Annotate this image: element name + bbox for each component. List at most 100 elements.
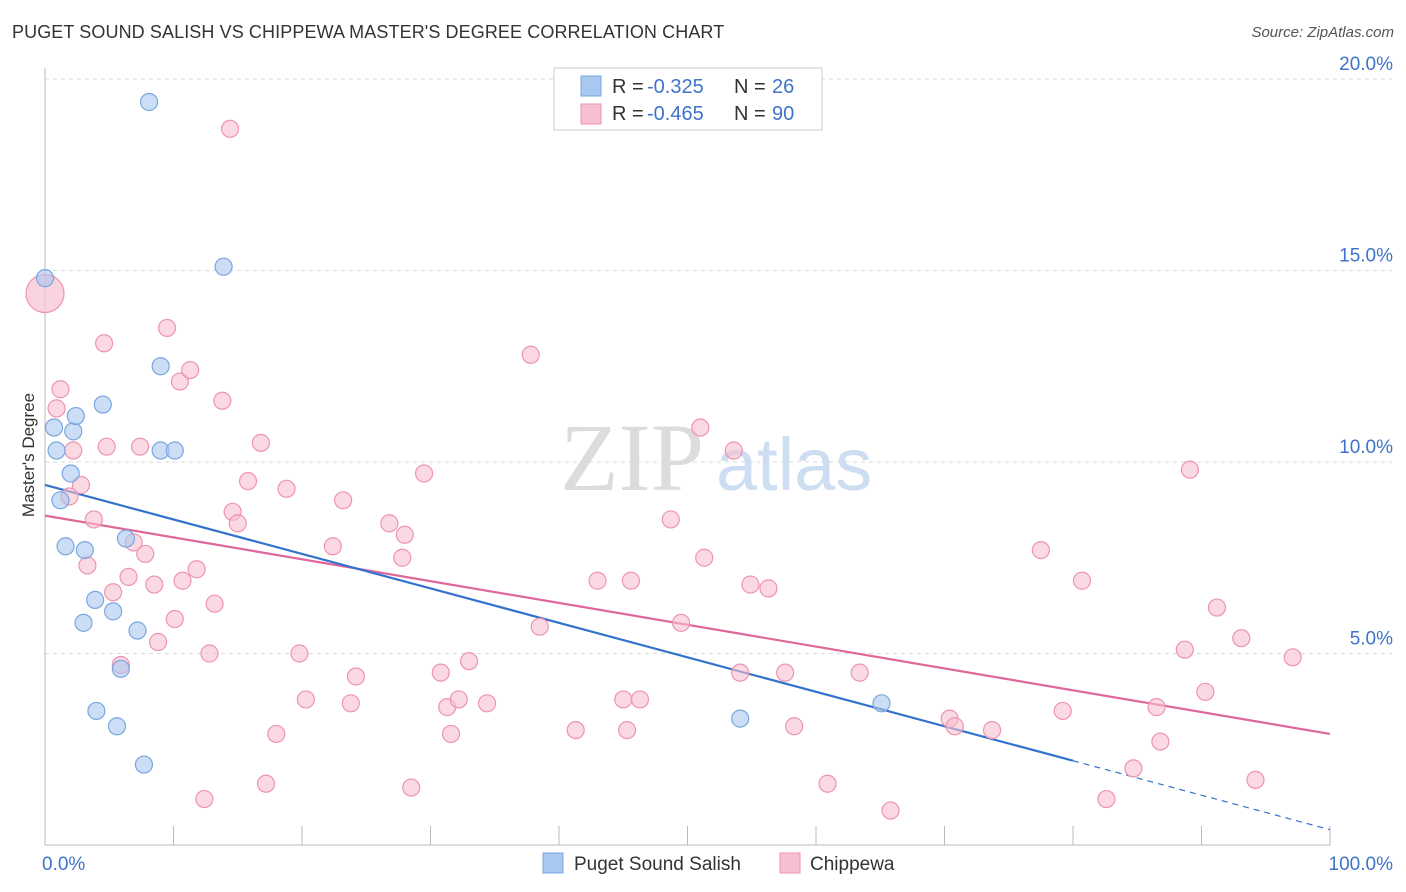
legend-n-value-2: 90 (772, 103, 794, 125)
legend-swatch-puget (580, 75, 602, 97)
point-chippewa (228, 514, 247, 533)
point-chippewa (459, 652, 479, 671)
legend-n-label-2: N = (734, 103, 766, 125)
point-chippewa (621, 571, 641, 590)
point-chippewa (346, 667, 366, 686)
axes (44, 68, 1331, 846)
point-chippewa (1031, 540, 1050, 560)
point-chippewa (588, 571, 607, 590)
point-chippewa (97, 437, 116, 456)
watermark: ZIP atlas (560, 404, 872, 511)
point-chippewa (323, 537, 342, 556)
point-chippewa (200, 644, 219, 663)
point-chippewa (1246, 770, 1265, 789)
legend-r-value-2: -0.465 (647, 103, 704, 125)
point-puget-sound-salish (165, 441, 184, 460)
point-puget-sound-salish (35, 269, 55, 288)
point-chippewa (630, 690, 650, 709)
point-chippewa (71, 475, 91, 495)
bottom-legend-swatch-puget (542, 852, 564, 874)
point-chippewa (104, 583, 123, 602)
point-chippewa (170, 372, 190, 391)
point-puget-sound-salish (872, 694, 891, 713)
point-chippewa (1283, 648, 1302, 667)
point-chippewa (267, 724, 286, 744)
point-chippewa (290, 644, 309, 663)
point-puget-sound-salish (128, 621, 147, 640)
legend: R = -0.325 N = 26 R = -0.465 N = 90 (553, 67, 823, 131)
x-tick-label-max: 100.0% (1329, 854, 1394, 875)
point-chippewa (1196, 682, 1215, 701)
point-chippewa (695, 548, 714, 567)
point-chippewa (187, 560, 206, 579)
point-chippewa (136, 544, 155, 564)
point-chippewa (380, 514, 399, 533)
point-puget-sound-salish (151, 357, 170, 376)
bottom-legend-swatch-chippewa (779, 852, 801, 874)
point-chippewa (530, 617, 549, 636)
point-chippewa (402, 778, 421, 797)
y-tick-label: 10.0% (1339, 437, 1393, 458)
trend-line-puget-sound-salish-extension (1072, 760, 1331, 831)
point-chippewa (334, 491, 353, 510)
legend-n-value-1: 26 (772, 76, 794, 98)
point-chippewa (741, 575, 760, 594)
point-chippewa (785, 717, 804, 736)
point-chippewa (1151, 732, 1170, 751)
watermark-zip: ZIP (560, 404, 704, 511)
y-axis-label: Master's Degree (19, 393, 38, 517)
point-chippewa (51, 380, 70, 399)
point-puget-sound-salish (134, 755, 154, 774)
point-chippewa (566, 720, 585, 740)
y-tick-label: 15.0% (1339, 246, 1393, 267)
point-chippewa (195, 789, 214, 809)
point-puget-sound-salish (64, 422, 83, 441)
bottom-legend-label-puget: Puget Sound Salish (574, 854, 741, 875)
trend-line-puget-sound-salish (44, 483, 1074, 762)
point-puget-sound-salish (116, 529, 136, 548)
trend-lines (44, 483, 1331, 831)
watermark-atlas: atlas (716, 423, 872, 506)
point-chippewa (130, 437, 150, 456)
point-chippewa (431, 663, 450, 682)
point-chippewa (1180, 460, 1200, 479)
legend-r-label-2: R = (612, 103, 644, 125)
point-puget-sound-salish (86, 590, 105, 609)
point-puget-sound-salish (47, 441, 66, 460)
point-chippewa (157, 318, 177, 338)
point-puget-sound-salish (111, 659, 130, 678)
chart-title: PUGET SOUND SALISH VS CHIPPEWA MASTER'S … (12, 22, 725, 42)
point-puget-sound-salish (93, 395, 112, 414)
point-puget-sound-salish (214, 257, 233, 276)
point-chippewa (850, 663, 869, 682)
point-chippewa (205, 594, 224, 613)
point-chippewa (256, 774, 276, 793)
point-chippewa (165, 609, 184, 629)
point-chippewa (64, 441, 83, 460)
point-chippewa (521, 345, 540, 364)
point-chippewa (119, 567, 138, 587)
point-chippewa (441, 724, 461, 744)
point-chippewa (776, 663, 795, 682)
point-chippewa (724, 441, 743, 460)
point-chippewa (691, 418, 710, 437)
point-chippewa (220, 119, 240, 138)
point-chippewa (395, 525, 414, 544)
x-tick-label-min: 0.0% (42, 854, 85, 875)
point-puget-sound-salish (44, 418, 64, 437)
point-puget-sound-salish (87, 701, 106, 721)
point-chippewa (148, 632, 168, 652)
point-chippewa (982, 720, 1002, 740)
point-chippewa (1124, 759, 1143, 778)
point-chippewa (277, 479, 296, 498)
point-chippewa (881, 801, 900, 820)
point-puget-sound-salish (731, 709, 750, 728)
data-points (25, 92, 1302, 820)
point-chippewa (614, 690, 633, 709)
point-chippewa (759, 579, 778, 598)
point-chippewa (945, 717, 964, 736)
point-chippewa (213, 391, 232, 410)
point-puget-sound-salish (139, 92, 159, 112)
point-chippewa (84, 510, 103, 529)
point-chippewa (449, 690, 468, 709)
